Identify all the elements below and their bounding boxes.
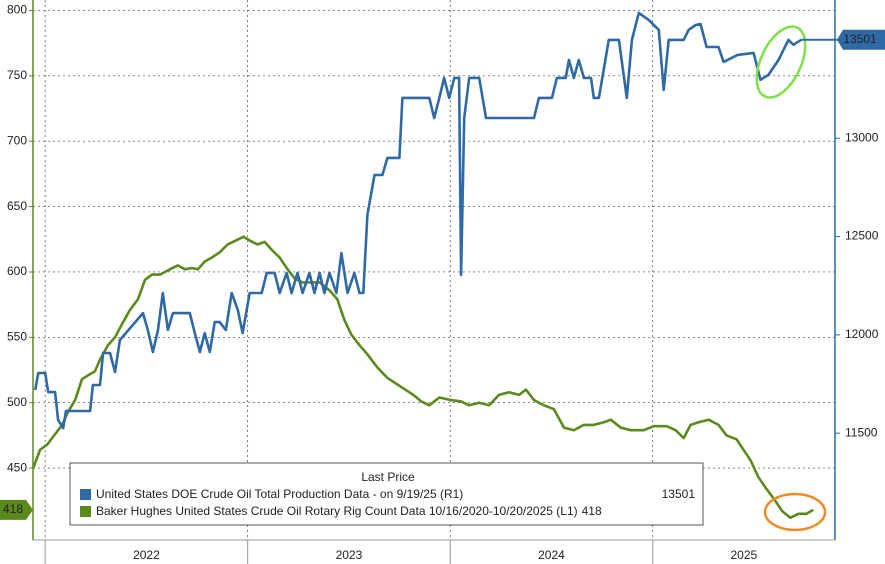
y-tick-label: 550 <box>7 330 27 344</box>
y2-tick-label: 13000 <box>845 130 879 144</box>
highlight-ellipse <box>763 492 827 532</box>
legend-label: Baker Hughes United States Crude Oil Rot… <box>96 504 578 518</box>
y-tick-label: 700 <box>7 133 27 147</box>
y-tick-label: 750 <box>7 68 27 82</box>
highlight-ellipse <box>755 25 807 99</box>
y-tick-label: 600 <box>7 264 27 278</box>
x-tick-label: 2024 <box>538 548 565 562</box>
axes: 450 500 550 600 650 700 750 800 11500 12000 12500 1… <box>0 3 885 564</box>
y2-tick-label: 12000 <box>845 327 879 341</box>
x-tick-label: 2022 <box>133 548 160 562</box>
x-tick-label: 2025 <box>731 548 758 562</box>
legend-value: 418 <box>582 504 602 518</box>
legend: Last Price United States DOE Crude Oil T… <box>69 462 704 526</box>
series-line <box>33 11 803 430</box>
y-tick-label: 800 <box>7 3 27 17</box>
y2-tick-label: 11500 <box>845 425 878 439</box>
last-value-tag <box>837 29 885 50</box>
legend-value: 13501 <box>662 487 696 501</box>
y-tick-label: 500 <box>7 395 27 409</box>
x-tick-label: 2023 <box>336 548 363 562</box>
last-value-tag <box>0 499 33 520</box>
series-line <box>31 235 814 520</box>
legend-title: Last Price <box>361 470 415 484</box>
y-tick-label: 450 <box>7 460 27 474</box>
legend-swatch <box>80 489 91 500</box>
plot <box>31 11 814 520</box>
legend-box <box>69 462 704 526</box>
y-tick-label: 650 <box>7 199 27 213</box>
last-value-label: 418 <box>3 502 23 516</box>
last-value-label: 13501 <box>843 32 877 46</box>
y2-tick-label: 12500 <box>845 229 879 243</box>
legend-swatch <box>80 506 91 517</box>
legend-label: United States DOE Crude Oil Total Produc… <box>96 487 463 501</box>
